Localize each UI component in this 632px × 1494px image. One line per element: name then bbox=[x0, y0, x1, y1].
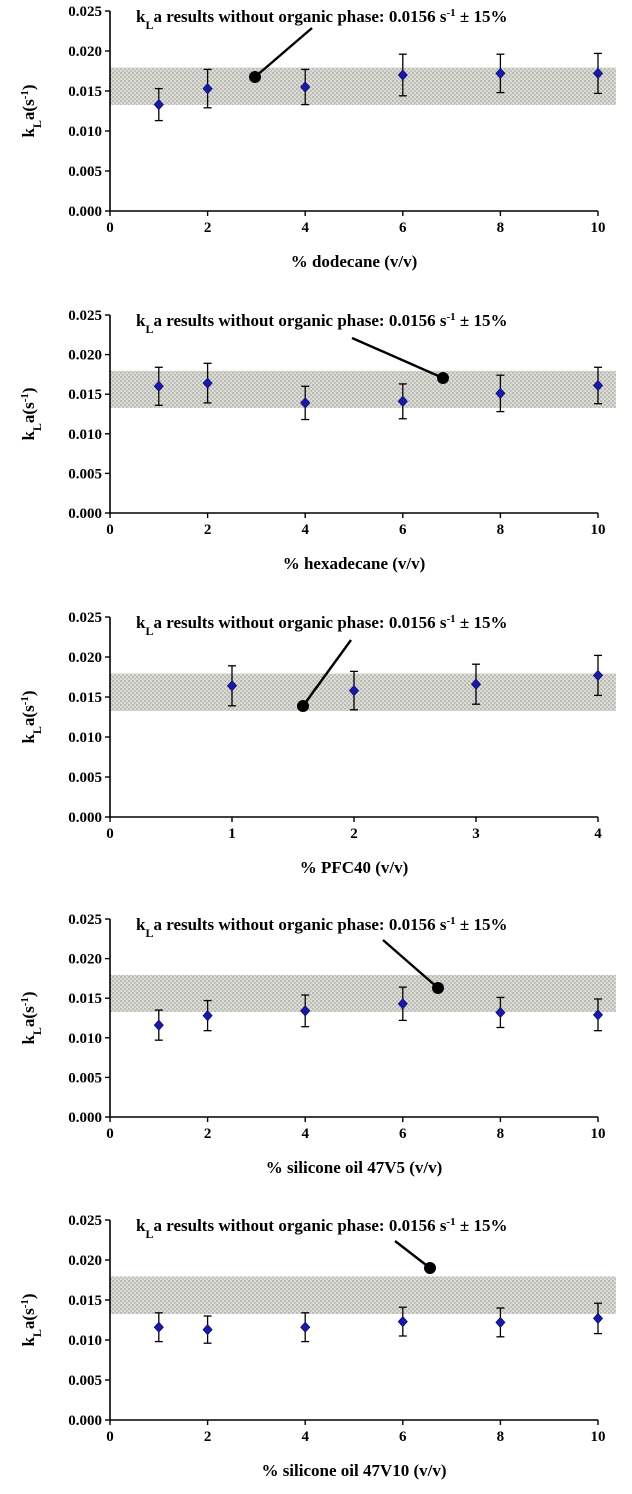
y-tick-label: 0.000 bbox=[68, 1110, 102, 1126]
tolerance-band bbox=[110, 371, 616, 408]
chart-panel-4: 0.000 0.005 0.010 0.015 0.020 0.025 0 2 4 6 8 10 % s… bbox=[19, 912, 616, 1177]
x-tick-label: 3 bbox=[472, 826, 480, 842]
x-tick-label: 8 bbox=[497, 1429, 505, 1445]
y-tick-label: 0.025 bbox=[68, 4, 102, 20]
chart-panel-1: 0.000 0.005 0.010 0.015 0.020 0.025 0 2 4 6 8 10 % d… bbox=[19, 4, 616, 271]
x-tick-label: 6 bbox=[399, 1126, 407, 1142]
x-axis-label: % silicone oil 47V10 (v/v) bbox=[261, 1461, 446, 1480]
annotation-pointer-dot bbox=[424, 1262, 436, 1274]
x-tick-label: 2 bbox=[204, 1126, 212, 1142]
y-tick-label: 0.005 bbox=[68, 1070, 102, 1086]
tolerance-band bbox=[110, 673, 616, 710]
y-tick-label: 0.025 bbox=[68, 610, 102, 626]
annotation-pointer-dot bbox=[432, 982, 444, 994]
annotation-text: kLa results without organic phase: 0.015… bbox=[136, 613, 507, 638]
x-tick-label: 4 bbox=[301, 522, 309, 538]
annotation-text: kLa results without organic phase: 0.015… bbox=[136, 1216, 507, 1241]
x-tick-label: 1 bbox=[228, 826, 236, 842]
y-tick-label: 0.020 bbox=[68, 952, 102, 968]
data-point bbox=[154, 1020, 163, 1030]
x-tick-label: 4 bbox=[301, 1126, 309, 1142]
x-tick-label: 0 bbox=[106, 826, 114, 842]
tolerance-band bbox=[110, 975, 616, 1012]
y-tick-label: 0.000 bbox=[68, 810, 102, 826]
x-tick-label: 0 bbox=[106, 1126, 114, 1142]
y-tick-label: 0.020 bbox=[68, 44, 102, 60]
y-tick-label: 0.005 bbox=[68, 164, 102, 180]
x-tick-label: 8 bbox=[497, 1126, 505, 1142]
x-axis-label: % dodecane (v/v) bbox=[291, 252, 418, 271]
x-tick-label: 10 bbox=[591, 522, 606, 538]
y-axis-label: kLa(s-1) bbox=[19, 387, 44, 440]
data-point bbox=[398, 1317, 407, 1327]
chart-panel-2: 0.000 0.005 0.010 0.015 0.020 0.025 0 2 4 6 8 10 % h… bbox=[19, 308, 616, 573]
data-point bbox=[203, 1011, 212, 1021]
y-tick-label: 0.015 bbox=[68, 84, 102, 100]
annotation-text: kLa results without organic phase: 0.015… bbox=[136, 915, 507, 940]
x-axis-label: % hexadecane (v/v) bbox=[283, 554, 426, 573]
data-point bbox=[594, 1313, 603, 1323]
y-tick-label: 0.020 bbox=[68, 1253, 102, 1269]
y-tick-label: 0.005 bbox=[68, 770, 102, 786]
x-tick-label: 2 bbox=[204, 1429, 212, 1445]
y-tick-label: 0.025 bbox=[68, 308, 102, 324]
y-axis-label: kLa(s-1) bbox=[19, 84, 44, 137]
y-tick-label: 0.010 bbox=[68, 427, 102, 443]
y-tick-label: 0.000 bbox=[68, 1413, 102, 1429]
tolerance-band bbox=[110, 67, 616, 104]
x-axis-label: % silicone oil 47V5 (v/v) bbox=[266, 1158, 443, 1177]
annotation-text: kLa results without organic phase: 0.015… bbox=[136, 7, 507, 32]
data-point bbox=[203, 1325, 212, 1335]
y-tick-label: 0.010 bbox=[68, 1031, 102, 1047]
y-tick-label: 0.025 bbox=[68, 912, 102, 928]
annotation-text: kLa results without organic phase: 0.015… bbox=[136, 311, 507, 336]
y-tick-label: 0.005 bbox=[68, 466, 102, 482]
x-tick-label: 0 bbox=[106, 220, 114, 236]
x-tick-label: 6 bbox=[399, 522, 407, 538]
x-tick-label: 10 bbox=[591, 1126, 606, 1142]
annotation-pointer-dot bbox=[249, 71, 261, 83]
x-tick-label: 0 bbox=[106, 1429, 114, 1445]
data-point bbox=[154, 1322, 163, 1332]
chart-panel-3: 0.000 0.005 0.010 0.015 0.020 0.025 0 1 2 3 4 % PFC… bbox=[19, 610, 616, 877]
y-tick-label: 0.005 bbox=[68, 1373, 102, 1389]
y-tick-label: 0.015 bbox=[68, 1293, 102, 1309]
annotation-pointer-dot bbox=[437, 372, 449, 384]
x-tick-label: 6 bbox=[399, 220, 407, 236]
data-point bbox=[301, 1322, 310, 1332]
y-tick-label: 0.020 bbox=[68, 650, 102, 666]
y-tick-label: 0.010 bbox=[68, 1333, 102, 1349]
x-tick-label: 0 bbox=[106, 522, 114, 538]
y-tick-label: 0.010 bbox=[68, 124, 102, 140]
annotation-pointer-line bbox=[395, 1241, 430, 1268]
x-tick-label: 8 bbox=[497, 220, 505, 236]
x-tick-label: 2 bbox=[350, 826, 358, 842]
annotation-pointer-dot bbox=[297, 700, 309, 712]
x-tick-label: 10 bbox=[591, 1429, 606, 1445]
y-tick-label: 0.015 bbox=[68, 387, 102, 403]
y-tick-label: 0.000 bbox=[68, 204, 102, 220]
x-tick-label: 4 bbox=[594, 826, 602, 842]
chart-panel-5: 0.000 0.005 0.010 0.015 0.020 0.025 0 2 4 6 8 10 % s… bbox=[19, 1213, 616, 1480]
y-tick-label: 0.010 bbox=[68, 730, 102, 746]
x-tick-label: 4 bbox=[301, 1429, 309, 1445]
tolerance-band bbox=[110, 1276, 616, 1313]
x-tick-label: 4 bbox=[301, 220, 309, 236]
y-axis-label: kLa(s-1) bbox=[19, 690, 44, 743]
x-axis-label: % PFC40 (v/v) bbox=[300, 858, 409, 877]
data-point bbox=[496, 1317, 505, 1327]
x-tick-label: 6 bbox=[399, 1429, 407, 1445]
x-tick-label: 2 bbox=[204, 522, 212, 538]
x-tick-label: 10 bbox=[591, 220, 606, 236]
y-axis-label: kLa(s-1) bbox=[19, 1293, 44, 1346]
y-tick-label: 0.000 bbox=[68, 506, 102, 522]
y-tick-label: 0.015 bbox=[68, 991, 102, 1007]
x-tick-label: 2 bbox=[204, 220, 212, 236]
y-tick-label: 0.015 bbox=[68, 690, 102, 706]
y-tick-label: 0.020 bbox=[68, 348, 102, 364]
x-tick-label: 8 bbox=[497, 522, 505, 538]
y-axis-label: kLa(s-1) bbox=[19, 991, 44, 1044]
y-tick-label: 0.025 bbox=[68, 1213, 102, 1229]
